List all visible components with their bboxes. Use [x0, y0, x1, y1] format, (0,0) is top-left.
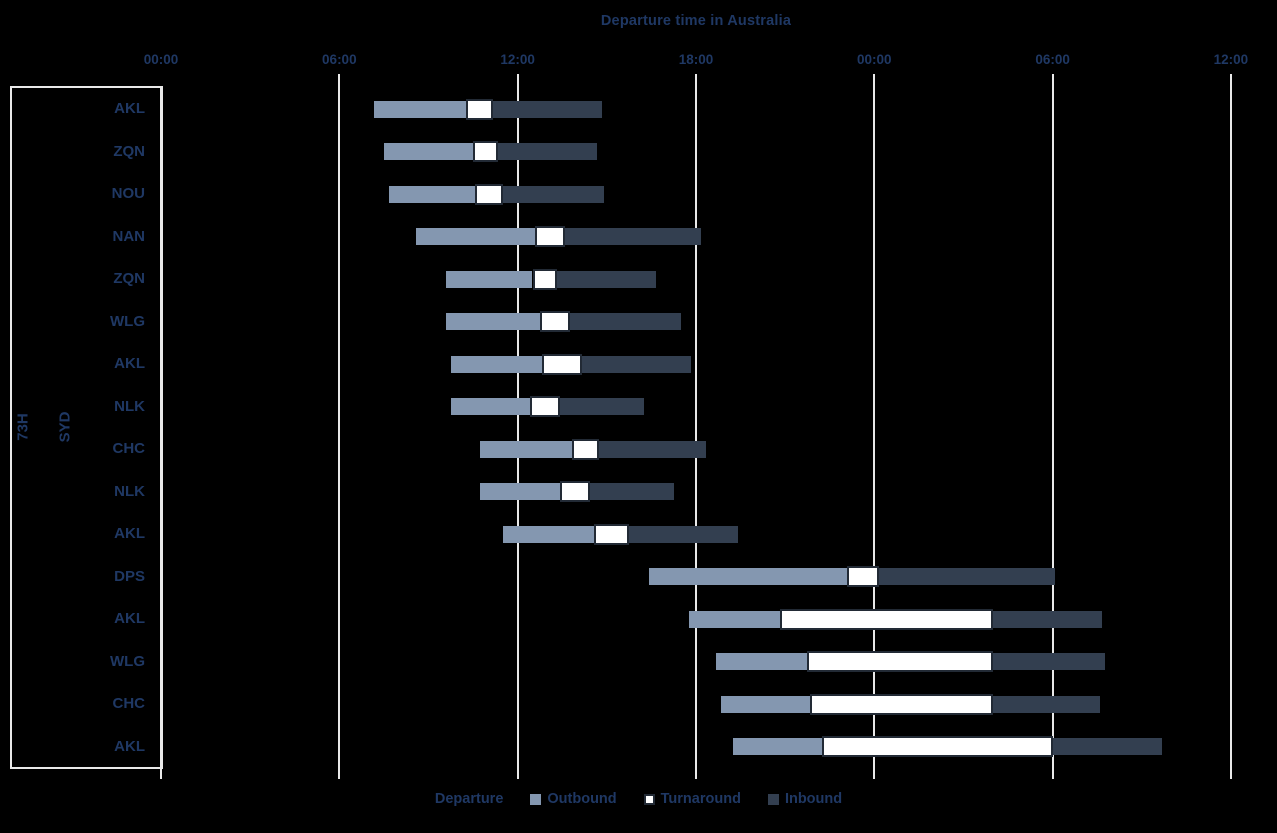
- gridline: [694, 74, 697, 779]
- legend-label: Outbound: [547, 791, 617, 807]
- turnaround-segment: [534, 226, 565, 248]
- outbound-segment: [502, 525, 595, 543]
- turnaround-segment: [572, 438, 600, 460]
- outbound-segment: [445, 270, 533, 288]
- outbound-segment: [374, 100, 466, 118]
- gridline: [1229, 74, 1232, 779]
- inbound-segment: [993, 695, 1100, 713]
- inbound-segment: [564, 228, 701, 246]
- destination-label: NLK: [114, 482, 145, 500]
- destination-label: WLG: [110, 652, 145, 670]
- outbound-segment: [649, 568, 847, 586]
- destination-label: WLG: [110, 312, 145, 330]
- destination-label: AKL: [114, 355, 145, 373]
- turnaround-segment: [539, 311, 570, 333]
- destination-label: NLK: [114, 397, 145, 415]
- inbound-segment: [629, 525, 739, 543]
- destination-label: AKL: [114, 610, 145, 628]
- gridline: [338, 74, 341, 779]
- gridline: [1051, 74, 1054, 779]
- x-axis-tick-label: 12:00: [500, 52, 535, 67]
- turnaround-segment: [559, 481, 590, 503]
- turnaround-segment: [780, 608, 994, 630]
- turnaround-segment: [465, 98, 493, 120]
- inbound-segment: [569, 313, 682, 331]
- turnaround-segment: [809, 693, 994, 715]
- inbound-segment: [559, 398, 644, 416]
- turnaround-segment: [822, 736, 1053, 758]
- chart-title: Departure time in Australia: [600, 13, 792, 29]
- destination-label: ZQN: [113, 270, 145, 288]
- x-axis-tick-label: 06:00: [322, 52, 357, 67]
- legend-label: Turnaround: [660, 791, 741, 807]
- legend-item-departure: Departure: [435, 791, 504, 807]
- x-axis-tick-label: 00:00: [143, 52, 179, 67]
- outbound-segment: [733, 738, 823, 756]
- turnaround-segment: [530, 396, 560, 418]
- inbound-segment: [589, 483, 674, 501]
- destination-label: CHC: [112, 695, 146, 713]
- inbound-segment: [879, 568, 1055, 586]
- legend-swatch-inbound-icon: [767, 793, 779, 805]
- legend-swatch-outbound-icon: [530, 793, 542, 805]
- outbound-segment: [383, 143, 474, 161]
- outbound-segment: [445, 313, 540, 331]
- x-axis-tick-label: 00:00: [857, 52, 892, 67]
- legend-item-inbound: Inbound: [767, 791, 843, 807]
- destination-label: CHC: [112, 440, 146, 458]
- legend: Departure Outbound Turnaround Inbound: [0, 791, 1277, 807]
- destination-label: AKL: [114, 525, 145, 543]
- turnaround-segment: [807, 651, 994, 673]
- inbound-segment: [557, 270, 657, 288]
- x-axis-tick-label: 06:00: [1035, 52, 1070, 67]
- inbound-segment: [582, 355, 691, 373]
- turnaround-segment: [542, 353, 583, 375]
- turnaround-segment: [473, 141, 498, 163]
- destination-label: NAN: [112, 227, 146, 245]
- inbound-segment: [492, 100, 602, 118]
- inbound-segment: [599, 440, 706, 458]
- destination-label: DPS: [114, 567, 145, 585]
- legend-swatch-turnaround-icon: [643, 793, 655, 805]
- outbound-segment: [715, 653, 808, 671]
- turnaround-segment: [532, 268, 558, 290]
- gridline: [873, 74, 876, 779]
- inbound-segment: [497, 143, 597, 161]
- inbound-segment: [993, 653, 1105, 671]
- legend-label: Departure: [434, 791, 504, 807]
- inbound-segment: [993, 610, 1103, 628]
- legend-label: Inbound: [784, 791, 843, 807]
- outbound-segment: [388, 185, 476, 203]
- turnaround-segment: [475, 183, 503, 205]
- inbound-segment: [1052, 738, 1162, 756]
- destination-label: NOU: [111, 185, 145, 203]
- destination-label: AKL: [114, 100, 145, 118]
- turnaround-segment: [594, 523, 630, 545]
- inbound-segment: [502, 185, 605, 203]
- category-axis-box: [10, 86, 163, 769]
- outbound-segment: [688, 610, 781, 628]
- outbound-segment: [450, 355, 543, 373]
- legend-item-turnaround: Turnaround: [643, 791, 741, 807]
- x-axis-tick-label: 18:00: [678, 52, 714, 67]
- x-axis-tick-label: 12:00: [1213, 52, 1249, 67]
- gridline: [516, 74, 519, 779]
- outbound-segment: [415, 228, 535, 246]
- outbound-segment: [480, 440, 573, 458]
- destination-label: ZQN: [113, 142, 145, 160]
- outbound-segment: [720, 695, 810, 713]
- outbound-segment: [480, 483, 560, 501]
- base-airport-label: SYD: [56, 411, 74, 443]
- outbound-segment: [450, 398, 531, 416]
- aircraft-type-label: 73H: [14, 413, 32, 441]
- legend-item-outbound: Outbound: [530, 791, 617, 807]
- turnaround-segment: [846, 566, 880, 588]
- destination-label: AKL: [114, 737, 145, 755]
